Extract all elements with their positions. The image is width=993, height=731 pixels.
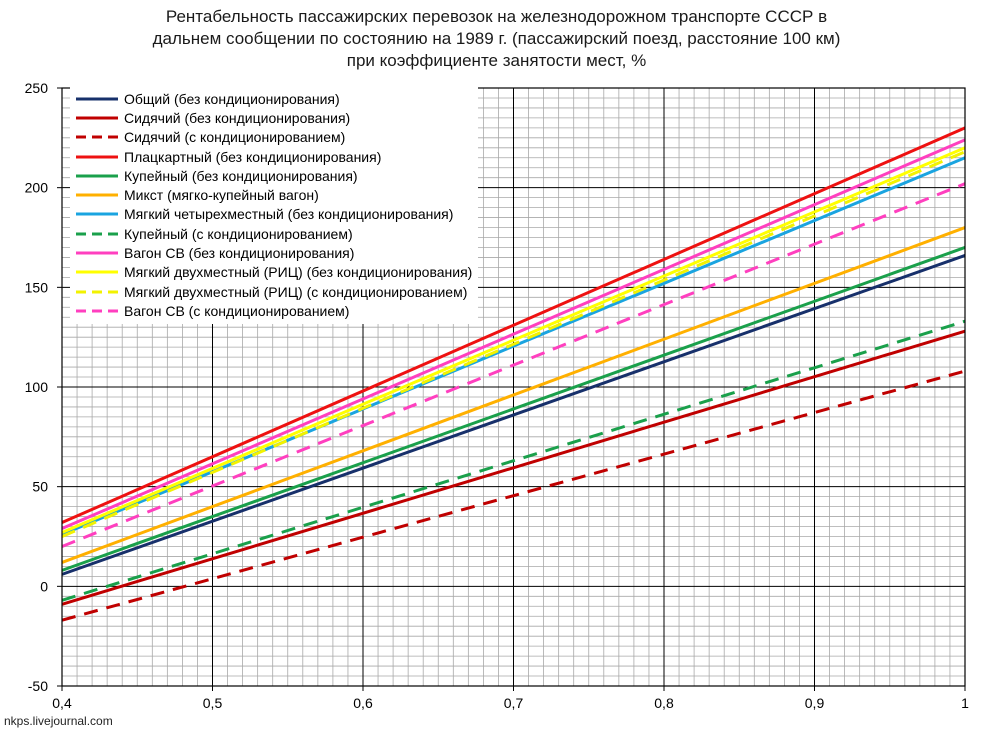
legend-label: Купейный (без кондиционирования) [124,167,358,184]
legend-swatch [76,212,118,216]
x-tick-label: 0,4 [52,695,72,711]
series-line-2 [61,329,966,606]
legend-label: Вагон СВ (с кондиционированием) [124,302,350,319]
x-tick-label: 0,7 [504,695,524,711]
legend-swatch [76,174,118,178]
series-line-12 [61,182,966,548]
x-tick-label: 0,5 [203,695,223,711]
series-line-5 [61,246,966,572]
legend-label: Мягкий двухместный (РИЦ) (без кондициони… [124,264,473,281]
legend-label: Мягкий четырехместный (без кондициониров… [124,206,454,223]
legend-swatch [76,155,118,159]
y-tick-label: 250 [25,80,49,96]
series-line-3 [61,369,966,622]
x-tick-label: 1 [961,695,969,711]
legend-swatch [76,290,118,294]
legend-item-9: Вагон СВ (без кондиционирования) [76,243,472,262]
legend-item-12: Вагон СВ (с кондиционированием) [76,301,472,320]
legend-label: Купейный (с кондиционированием) [124,225,353,242]
series-line-10 [61,146,966,534]
legend-swatch [76,251,118,255]
legend-label: Сидячий (с кондиционированием) [124,129,346,146]
chart-title-line-2: дальнем сообщении по состоянию на 1989 г… [152,29,841,48]
legend-label: Общий (без кондиционирования) [124,90,340,107]
legend: Общий (без кондиционирования) Сидячий (бе… [70,87,479,324]
watermark: nkps.livejournal.com [4,714,113,728]
legend-item-6: Микст (мягко-купейный вагон) [76,185,472,204]
legend-item-8: Купейный (с кондиционированием) [76,224,472,243]
legend-item-3: Сидячий (с кондиционированием) [76,128,472,147]
legend-label: Плацкартный (без кондиционирования) [124,148,382,165]
y-tick-label: -50 [28,678,48,694]
y-tick-label: 50 [32,479,48,495]
series-line-9 [61,138,966,530]
y-tick-label: 150 [25,279,49,295]
x-tick-label: 0,9 [805,695,825,711]
legend-item-7: Мягкий четырехместный (без кондициониров… [76,205,472,224]
legend-item-1: Общий (без кондиционирования) [76,89,472,108]
legend-item-10: Мягкий двухместный (РИЦ) (без кондициони… [76,263,472,282]
chart-title-line-3: при коэффициенте занятости мест, % [346,51,647,70]
legend-swatch [76,97,118,101]
x-tick-label: 0,6 [353,695,373,711]
series-lines [61,126,966,622]
legend-swatch [76,232,118,236]
legend-item-2: Сидячий (без кондиционирования) [76,108,472,127]
legend-swatch [76,193,118,197]
legend-swatch [76,116,118,120]
chart-title-line-1: Рентабельность пассажирских перевозок на… [165,7,828,26]
legend-swatch [76,135,118,139]
series-line-6 [61,226,966,564]
y-tick-labels: -50 0 50 100 150 200 250 [25,80,49,694]
axes [57,87,966,691]
x-tick-labels: 0,4 0,5 0,6 0,7 0,8 0,9 1 [52,695,969,711]
y-tick-label: 100 [25,379,49,395]
series-line-11 [61,150,966,538]
legend-item-11: Мягкий двухместный (РИЦ) (с кондициониро… [76,282,472,301]
legend-label: Сидячий (без кондиционирования) [124,109,351,126]
legend-label: Микст (мягко-купейный вагон) [124,187,319,204]
legend-swatch [76,309,118,313]
y-tick-label: 200 [25,180,49,196]
legend-label: Мягкий двухместный (РИЦ) (с кондициониро… [124,283,468,300]
legend-label: Вагон СВ (без кондиционирования) [124,245,355,262]
y-tick-label: 0 [40,578,48,594]
series-line-1 [61,254,966,576]
series-line-4 [61,126,966,524]
chart-title: Рентабельность пассажирских перевозок на… [0,6,993,72]
series-line-8 [61,319,966,602]
legend-swatch [76,270,118,274]
legend-item-5: Купейный (без кондиционирования) [76,166,472,185]
x-tick-label: 0,8 [654,695,674,711]
legend-item-4: Плацкартный (без кондиционирования) [76,147,472,166]
